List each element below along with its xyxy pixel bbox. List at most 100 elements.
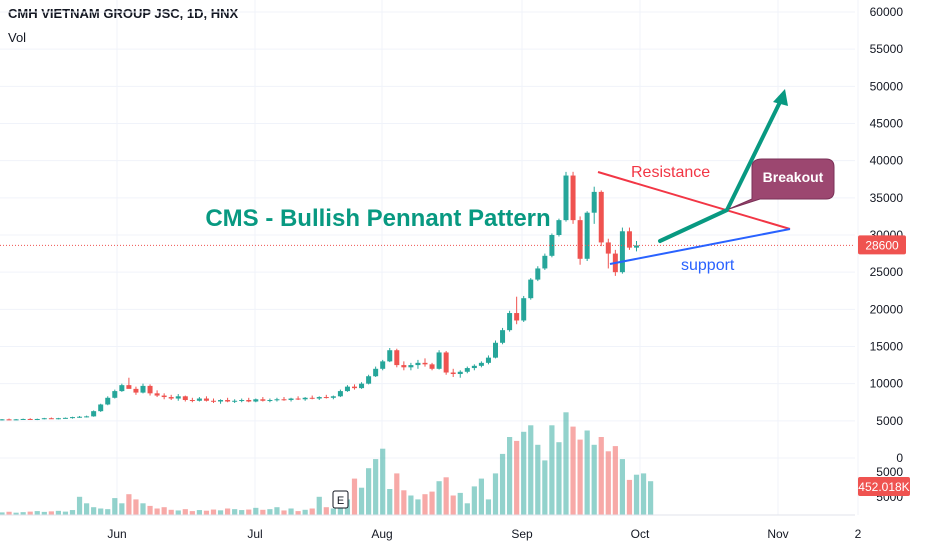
volume-bar (408, 495, 414, 515)
support-line[interactable] (609, 228, 791, 265)
candle-body (196, 398, 202, 401)
volume-bar (605, 451, 611, 515)
volume-bar (387, 489, 393, 515)
volume-bar (217, 510, 224, 515)
volume-bar (499, 453, 506, 515)
candle-body (352, 386, 357, 389)
volume-bar (443, 477, 449, 515)
candle (267, 398, 273, 403)
time-tick-label: Jun (107, 527, 126, 541)
candle-body (422, 362, 428, 365)
candle-body (239, 400, 245, 402)
breakout-label: Breakout (763, 169, 824, 185)
earnings-event-marker[interactable] (332, 490, 349, 509)
candle-body (344, 386, 350, 392)
price-tick-label: 50000 (870, 79, 904, 93)
time-axis: Jun Jul Aug Sep Oct Nov 2 (0, 514, 862, 541)
candle-body (330, 396, 336, 398)
candle-body (34, 418, 40, 420)
volume-tick-label: 5000 (876, 465, 903, 479)
volume-bar (471, 486, 477, 515)
candle (634, 240, 639, 252)
candle (295, 396, 301, 401)
candle-body (478, 362, 484, 366)
candle-body (175, 396, 181, 399)
candle (380, 359, 386, 371)
candle-body (55, 418, 61, 420)
volume-bar (330, 508, 336, 515)
candle-body (457, 371, 463, 375)
breakout-arrowhead (773, 89, 788, 106)
volume-bar (626, 479, 633, 515)
candle-body (584, 212, 590, 259)
candle (288, 397, 294, 402)
candle (577, 216, 583, 265)
candle-body (77, 416, 83, 418)
candle-body (133, 388, 139, 393)
breakout-arrow[interactable] (658, 98, 783, 243)
candle-body (147, 385, 153, 394)
candle-body (6, 419, 12, 421)
candle-body (274, 399, 280, 401)
volume-bar (309, 508, 315, 515)
candle (274, 397, 280, 402)
candle (387, 347, 393, 363)
breakout-callout[interactable] (728, 158, 835, 210)
volume-bar (542, 460, 548, 515)
volume-bar (105, 509, 111, 515)
candle (6, 418, 12, 421)
candle-body (542, 255, 548, 269)
volume-value-badge (858, 477, 910, 496)
volume-bar (98, 508, 104, 515)
candle (91, 410, 97, 417)
candle (13, 418, 19, 421)
candle-body (70, 417, 75, 419)
candle-body (380, 361, 386, 369)
candle (556, 218, 562, 237)
last-price-value: 28600 (865, 238, 899, 252)
time-tick-label: Aug (371, 527, 392, 541)
candle (471, 364, 477, 371)
price-tick-label: 5000 (876, 414, 903, 428)
candle (154, 390, 160, 398)
candle (366, 374, 372, 385)
candle-body (471, 365, 477, 369)
candle (316, 396, 322, 401)
volume-bar (619, 459, 625, 515)
candle-body (281, 399, 287, 401)
candle-body (401, 365, 407, 368)
candle-body (549, 235, 555, 256)
candle-body (387, 350, 393, 362)
candle (549, 233, 555, 258)
volume-bar (633, 474, 640, 515)
candle (189, 397, 195, 403)
volume-bar (577, 439, 583, 515)
candle (232, 399, 238, 403)
candle-body (154, 393, 160, 396)
candle-body (528, 279, 534, 299)
candle (196, 397, 202, 402)
support-label: support (681, 257, 735, 274)
candle (450, 368, 456, 377)
volume-bar (556, 442, 562, 515)
price-tick-label: 40000 (870, 154, 904, 168)
candle (485, 355, 491, 365)
candle (605, 238, 611, 269)
volume-bar (591, 444, 597, 515)
candle-body (429, 364, 435, 369)
candle-body (62, 417, 68, 419)
volume-bar (288, 508, 294, 515)
candle (598, 190, 604, 247)
volume-bar (161, 507, 167, 515)
volume-bar (422, 494, 428, 515)
candle (62, 417, 68, 419)
volume-bar (189, 511, 195, 515)
last-price-badge (858, 235, 906, 255)
resistance-line[interactable] (597, 171, 791, 230)
candle (161, 393, 167, 400)
candle (535, 266, 541, 282)
candle (570, 171, 576, 224)
volume-bar (464, 503, 470, 515)
candle (41, 417, 47, 420)
